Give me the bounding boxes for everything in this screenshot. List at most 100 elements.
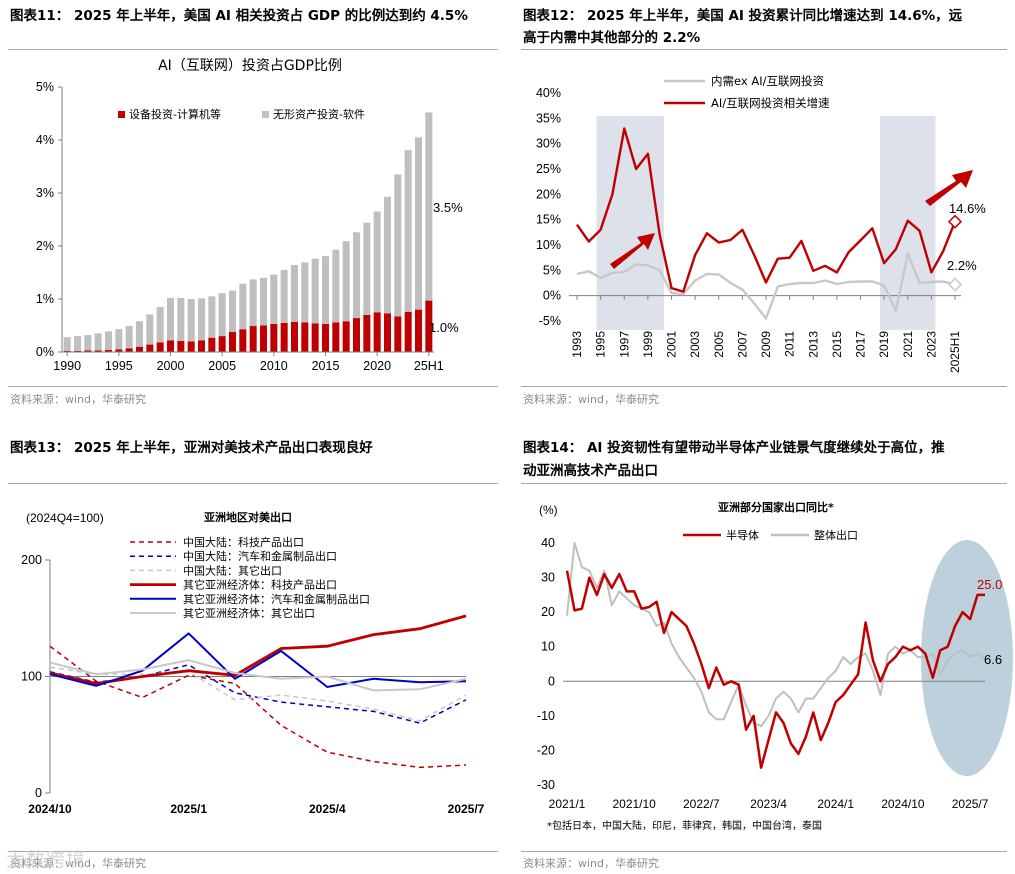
bar-software-2019: [363, 222, 371, 315]
bar-software-2011: [280, 269, 288, 323]
bar-equipment-2011: [280, 322, 288, 352]
series-line-0: [49, 645, 467, 769]
bar-software-2013: [301, 262, 309, 323]
series-line-2: [49, 666, 467, 722]
y-tick-label: 30: [541, 571, 555, 585]
bar-equipment-2010: [270, 323, 278, 352]
annotation-semiconductor-value: 25.0: [977, 577, 1002, 592]
x-tick-label: 1993: [570, 331, 584, 358]
y-tick-label: 200: [21, 553, 42, 567]
source-note: 资料来源：wind，华泰研究: [10, 857, 147, 870]
bar-equipment-2015: [321, 323, 330, 352]
chart-asia-exports-to-us: 亚洲地区对美出口 (2024Q4=100) 0 100 200 2024/10 2025…: [21, 510, 485, 816]
y-tick-label: 5%: [543, 263, 561, 277]
bar-equipment-2000: [166, 340, 175, 352]
bar-equipment-2002: [187, 341, 195, 352]
legend-swatch-software: [262, 111, 269, 118]
bar-equipment-2003: [197, 340, 206, 352]
panel-13-title: 图表13： 2025 年上半年，亚洲对美技术产品出口表现良好: [10, 440, 373, 456]
bar-equipment-2023: [404, 311, 412, 352]
bar-software-1991: [73, 336, 82, 351]
series-line-total-exports: [566, 542, 986, 728]
bar-software-1994: [104, 331, 113, 350]
bar-software-2005: [218, 293, 226, 337]
unit-label: (2024Q4=100): [26, 511, 104, 525]
series-line-ai: [576, 127, 957, 293]
divider: [8, 483, 498, 484]
bar-equipment-2006: [228, 331, 237, 352]
x-tick-label: 2024/1: [817, 797, 854, 811]
highlight-ellipse: [921, 540, 1013, 776]
arrow-icon: [610, 233, 655, 269]
x-tick-label: 2023: [924, 331, 938, 358]
bar-software-2021: [383, 196, 392, 314]
divider: [8, 386, 498, 387]
bar-software-1996: [125, 326, 133, 349]
bar-equipment-1994: [104, 349, 113, 352]
series-line-3: [49, 614, 467, 685]
x-tick-label: 1995: [105, 359, 133, 373]
bar-software-25H1: [425, 112, 433, 301]
y-tick-label: 1%: [36, 292, 54, 306]
endpoint-marker: [947, 214, 963, 229]
bar-equipment-1991: [73, 350, 82, 352]
y-tick-label: 30%: [536, 137, 561, 151]
y-tick-label: 0: [35, 786, 42, 800]
bar-software-1990: [63, 337, 71, 351]
arrow-icon: [925, 170, 973, 206]
bar-software-2009: [259, 277, 268, 326]
x-tick-label: 1995: [594, 331, 608, 358]
bar-software-2001: [177, 297, 185, 341]
annotation-software-value: 3.5%: [433, 200, 463, 215]
x-tick-label: 2019: [877, 331, 891, 358]
chart-title: 亚洲部分国家出口同比*: [718, 500, 834, 514]
y-tick-label: 40: [541, 536, 555, 550]
x-tick-label: 1997: [617, 331, 631, 358]
annotation-total-value: 6.6: [984, 652, 1002, 667]
bar-equipment-2024: [414, 309, 423, 352]
bar-software-2016: [332, 249, 340, 323]
bar-software-2006: [228, 290, 237, 332]
bar-software-2008: [249, 279, 257, 327]
series-line-ex-ai: [576, 252, 956, 320]
bar-software-2024: [414, 137, 423, 310]
x-tick-label: 1990: [53, 359, 81, 373]
unit-label: (%): [539, 503, 558, 517]
x-tick-label: 1999: [641, 331, 655, 358]
divider: [8, 851, 498, 852]
bar-equipment-1996: [125, 348, 133, 352]
bar-software-1997: [135, 321, 144, 347]
footnote: *包括日本，中国大陆，印尼，菲律宾，韩国，中国台湾，泰国: [547, 819, 822, 832]
bar-equipment-1999: [156, 342, 164, 352]
bar-software-2017: [342, 241, 350, 322]
y-tick-label: 40%: [536, 86, 561, 100]
bar-equipment-2017: [342, 321, 350, 352]
series-line-semiconductor: [565, 570, 985, 769]
x-tick-label: 2023/4: [750, 797, 787, 811]
x-tick-label: 2021/1: [549, 797, 586, 811]
x-tick-label: 2025/4: [309, 802, 346, 816]
y-tick-label: 2%: [36, 239, 54, 253]
x-tick-label: 2005: [712, 331, 726, 358]
legend-label-4: 其它亚洲经济体：汽车和金属制品出口: [183, 592, 370, 606]
bar-equipment-1995: [115, 349, 123, 352]
legend-label-software: 无形资产投资-软件: [273, 107, 365, 121]
divider: [521, 49, 1007, 50]
source-note: 资料来源：wind，华泰研究: [523, 393, 660, 406]
panel-11-title: 图表11： 2025 年上半年，美国 AI 相关投资占 GDP 的比例达到约 4…: [10, 8, 468, 24]
legend-label-ai: AI/互联网投资相关增速: [711, 96, 830, 110]
divider: [521, 386, 1007, 387]
x-tick-label: 2001: [665, 331, 679, 358]
bar-software-2000: [166, 297, 175, 341]
x-tick-label: 2024/10: [28, 802, 72, 816]
divider: [521, 483, 1007, 484]
panel-14-title-line2: 动亚洲高技术产品出口: [523, 463, 658, 479]
bar-software-1999: [156, 306, 164, 343]
bar-equipment-1997: [135, 346, 144, 352]
series-line-5: [49, 659, 467, 692]
x-tick-label: 2021/10: [612, 797, 656, 811]
legend-swatch-equipment: [118, 111, 125, 118]
legend-label-0: 中国大陆：科技产品出口: [183, 535, 304, 549]
bar-equipment-2021: [383, 313, 392, 352]
divider: [8, 49, 498, 50]
